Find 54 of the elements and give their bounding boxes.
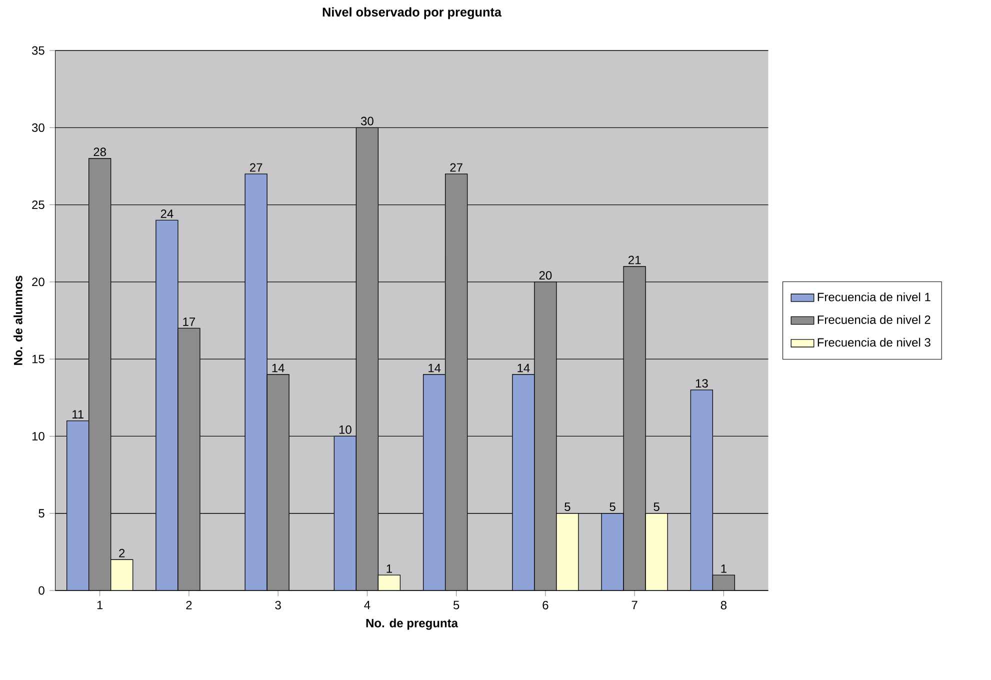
x-tick-label: 7: [632, 600, 638, 610]
legend-label: Frecuencia de nivel 3: [818, 338, 930, 347]
data-label: 11: [72, 410, 84, 418]
y-tick-label: 30: [32, 123, 44, 132]
y-tick-label: 35: [32, 46, 44, 55]
x-tick-label: 1: [97, 600, 103, 610]
x-axis-title: No. de pregunta: [366, 618, 458, 630]
data-label: 28: [94, 148, 106, 156]
data-label: 14: [428, 364, 441, 372]
y-axis-title: No. de alumnos: [14, 276, 22, 365]
x-tick-label: 3: [275, 600, 281, 610]
bar: [178, 328, 200, 590]
y-tick-label: 10: [32, 432, 44, 440]
data-label: 2: [119, 548, 125, 558]
legend-label: Frecuencia de nivel 2: [818, 315, 930, 324]
data-label: 24: [160, 210, 174, 218]
data-label: 5: [654, 502, 660, 512]
data-label: 14: [272, 364, 284, 372]
bar: [378, 574, 401, 590]
bar: [645, 513, 668, 590]
y-tick-label: 15: [32, 354, 44, 364]
data-label: 27: [450, 163, 462, 172]
x-tick-label: 6: [542, 600, 548, 610]
bar: [623, 266, 646, 590]
x-tick-label: 5: [453, 600, 460, 610]
bar: [534, 282, 557, 590]
data-label: 14: [518, 364, 530, 372]
data-label: 30: [360, 116, 374, 126]
chart-title: Nivel observado por pregunta: [322, 7, 502, 20]
data-label: 1: [721, 564, 726, 573]
x-tick-label: 8: [720, 600, 726, 610]
data-label: 10: [339, 425, 352, 434]
data-label: 27: [250, 163, 262, 172]
legend-label: Frecuencia de nivel 1: [818, 292, 930, 302]
bar: [356, 127, 379, 590]
bar: [110, 559, 134, 590]
x-tick-label: 2: [186, 600, 192, 610]
data-label: 5: [564, 502, 570, 512]
data-label: 13: [696, 379, 708, 388]
y-tick-label: 0: [38, 586, 44, 595]
data-label: 5: [610, 502, 616, 512]
bar: [556, 513, 579, 590]
data-label: 17: [183, 318, 196, 326]
bar: [444, 174, 468, 590]
bar: [266, 374, 290, 590]
y-tick-label: 20: [32, 278, 44, 286]
bar: [712, 574, 736, 590]
y-tick-label: 25: [32, 200, 44, 210]
x-tick-label: 4: [364, 600, 370, 610]
data-label: 1: [386, 564, 392, 573]
bar: [88, 158, 112, 590]
data-label: 20: [539, 271, 552, 280]
y-tick-label: 5: [38, 509, 44, 518]
data-label: 21: [628, 256, 641, 264]
